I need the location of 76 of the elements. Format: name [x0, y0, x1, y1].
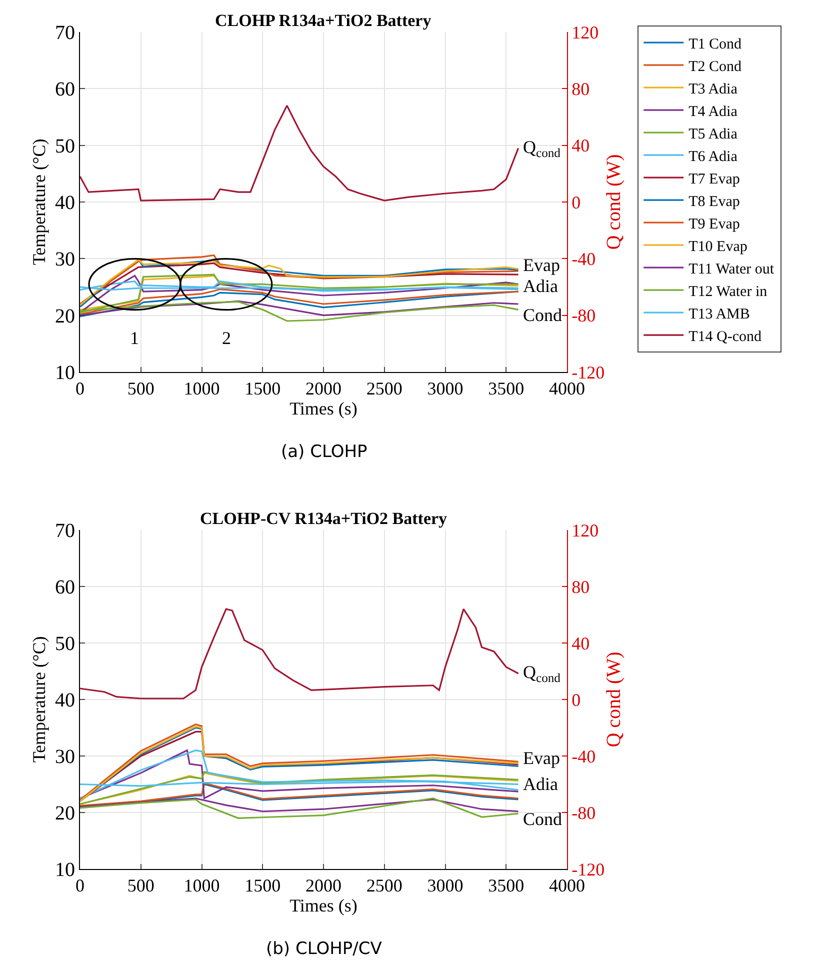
legend-label: T9 Evap: [688, 216, 740, 232]
y-tick-label: 10: [55, 859, 75, 881]
y-axis-title: Temperature (°C): [29, 636, 50, 763]
x-tick-label: 3500: [488, 378, 524, 399]
y2-tick-label: -40: [572, 746, 596, 766]
chart-title: CLOHP-CV R134a+TiO2 Battery: [200, 509, 448, 528]
y2-tick-label: -40: [572, 248, 596, 269]
annotation: Evap: [523, 255, 560, 275]
x-tick-label: 1000: [184, 378, 220, 399]
legend-label: T6 Adia: [688, 148, 738, 165]
y2-tick-label: 80: [572, 78, 590, 99]
x-tick-label: 500: [127, 378, 154, 399]
y-tick-label: 70: [55, 22, 75, 44]
annotation: Adia: [523, 276, 558, 296]
y2-tick-label: 120: [572, 520, 599, 540]
x-tick-label: 3000: [427, 876, 464, 896]
y2-tick-label: 0: [572, 690, 581, 710]
y-tick-label: 50: [55, 633, 75, 655]
y-tick-label: 20: [55, 305, 75, 328]
y-tick-label: 50: [55, 135, 75, 158]
annotation: Adia: [523, 774, 558, 794]
annotation: 1: [130, 328, 139, 348]
x-tick-label: 0: [76, 876, 84, 896]
legend-label: T2 Cond: [688, 58, 742, 75]
x-tick-label: 1500: [244, 378, 281, 399]
y2-tick-label: -80: [572, 802, 596, 823]
y2-tick-label: 120: [572, 22, 599, 42]
x-tick-label: 3000: [427, 378, 464, 399]
x-tick-label: 500: [127, 876, 154, 896]
x-tick-label: 0: [76, 378, 84, 399]
y-tick-label: 70: [55, 520, 75, 542]
x-axis-title: Times (s): [290, 896, 358, 916]
x-tick-label: 2000: [306, 378, 342, 399]
annotation: Q$_{cond}$: [523, 137, 562, 160]
annotation: Cond: [523, 305, 562, 325]
x-tick-label: 2000: [306, 876, 342, 896]
y-axis-title: Temperature (°C): [29, 138, 50, 266]
x-tick-label: 1000: [184, 876, 220, 896]
x-tick-label: 2500: [366, 876, 402, 896]
legend-label: T8 Evap: [688, 194, 740, 210]
legend-label: T11 Water out: [688, 261, 775, 278]
y-tick-label: 30: [55, 248, 75, 271]
x-tick-label: 3500: [488, 876, 524, 896]
y2-axis-title: Q cond (W): [603, 154, 626, 250]
y2-tick-label: 80: [572, 576, 590, 597]
legend-label: T14 Q-cond: [688, 328, 762, 345]
annotation: Cond: [523, 809, 562, 829]
y-tick-label: 60: [55, 576, 75, 598]
legend-label: T13 AMB: [688, 306, 750, 322]
legend-label: T7 Evap: [688, 171, 740, 188]
y-tick-label: 40: [55, 690, 75, 712]
legend-label: T1 Cond: [688, 36, 742, 52]
annotation: Q$_{cond}$: [523, 662, 562, 685]
y2-axis-title: Q cond (W): [603, 652, 626, 748]
text: (b) CLOHP/CV: [266, 939, 382, 959]
y2-tick-label: 40: [572, 136, 590, 156]
legend-label: T10 Evap: [688, 238, 748, 255]
annotation: Evap: [523, 748, 560, 768]
y-tick-label: 20: [55, 802, 75, 824]
x-axis-title: Times (s): [290, 398, 358, 419]
legend-label: T4 Adia: [688, 104, 738, 120]
text: (a) CLOHP: [281, 442, 368, 462]
y-tick-label: 60: [55, 78, 75, 101]
y-tick-label: 40: [55, 192, 75, 214]
y2-tick-label: 40: [572, 633, 590, 654]
y2-tick-label: -80: [572, 306, 596, 326]
chart-title: CLOHP R134a+TiO2 Battery: [215, 11, 432, 30]
x-tick-label: 1500: [244, 876, 281, 896]
legend-label: T5 Adia: [688, 126, 738, 142]
annotation: 2: [222, 328, 231, 348]
legend-label: T12 Water in: [688, 284, 768, 300]
y-tick-label: 30: [55, 746, 75, 768]
y2-tick-label: 0: [572, 192, 581, 212]
y-tick-label: 10: [55, 362, 75, 384]
x-tick-label: 2500: [366, 378, 402, 399]
legend-label: T3 Adia: [688, 81, 738, 98]
